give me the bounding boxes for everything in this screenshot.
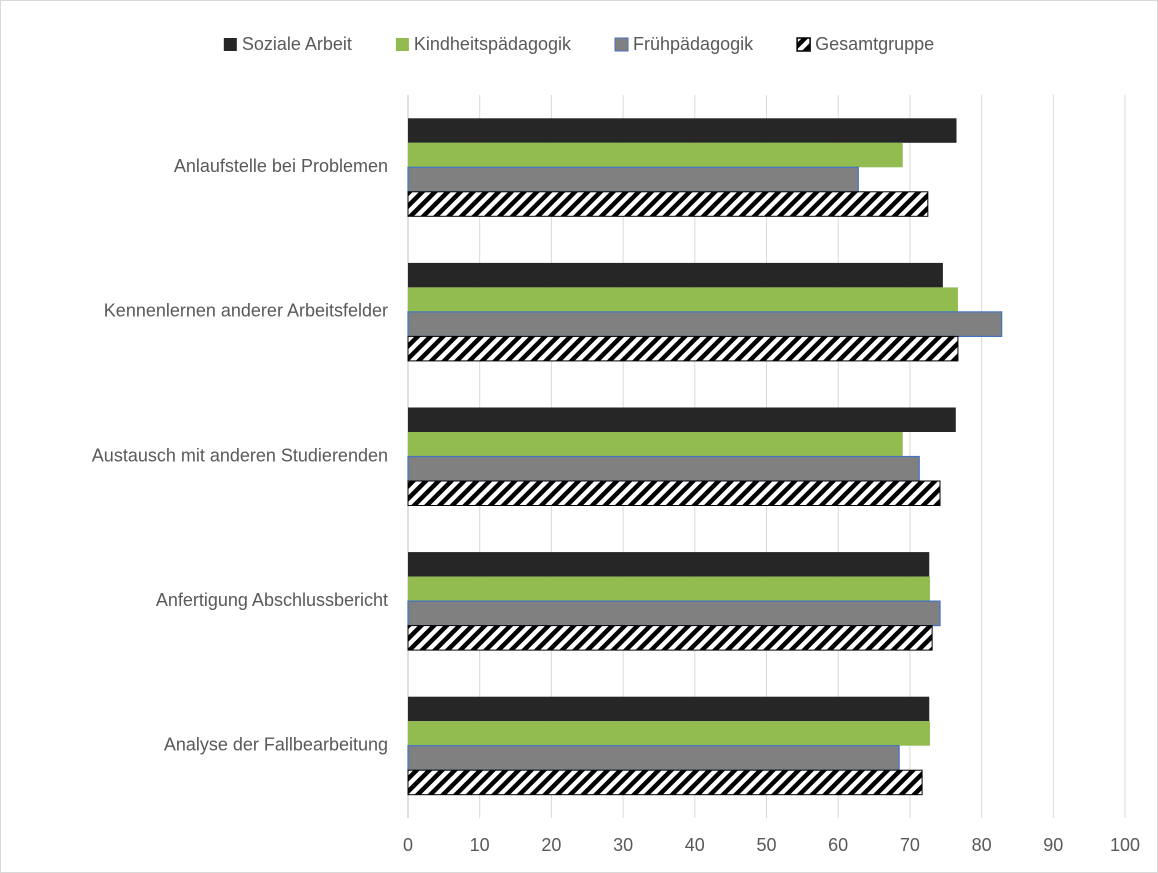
- legend-swatch: [395, 38, 409, 51]
- legend-swatch: [614, 37, 629, 52]
- legend-swatch: [223, 38, 237, 51]
- bar: [407, 769, 923, 796]
- legend-label: Soziale Arbeit: [242, 34, 352, 54]
- y-tick-label: Anlaufstelle bei Problemen: [174, 156, 388, 176]
- bar: [407, 335, 959, 362]
- bar: [408, 696, 930, 722]
- bar: [408, 142, 903, 168]
- x-tick-label: 50: [756, 835, 776, 855]
- bar: [408, 576, 930, 602]
- x-tick-label: 10: [470, 835, 490, 855]
- y-tick-label: Austausch mit anderen Studierenden: [92, 445, 388, 465]
- bar: [407, 311, 1003, 337]
- bar: [407, 600, 941, 627]
- x-tick-label: 30: [613, 835, 633, 855]
- y-tick-label: Kennenlernen anderer Arbeitsfelder: [104, 301, 388, 321]
- x-tick-label: 0: [403, 835, 413, 855]
- bar: [408, 552, 930, 577]
- y-tick-label: Analyse der Fallbearbeitung: [164, 734, 388, 754]
- bar: [407, 480, 941, 506]
- x-tick-label: 20: [541, 835, 561, 855]
- bar: [408, 287, 958, 312]
- bar: [407, 745, 900, 771]
- x-tick-label: 80: [972, 835, 992, 855]
- bar: [408, 118, 957, 143]
- bar: [407, 625, 933, 651]
- x-tick-label: 70: [900, 835, 920, 855]
- legend-label: Frühpädagogik: [633, 34, 754, 54]
- x-tick-label: 100: [1110, 835, 1140, 855]
- bar: [407, 191, 929, 217]
- bar: [408, 432, 903, 457]
- x-tick-label: 40: [685, 835, 705, 855]
- bar: [408, 721, 930, 746]
- legend-label: Kindheitspädagogik: [414, 34, 572, 54]
- y-tick-label: Anfertigung Abschlussbericht: [156, 590, 388, 610]
- x-tick-label: 60: [828, 835, 848, 855]
- bar: [408, 262, 943, 288]
- legend-label: Gesamtgruppe: [815, 34, 934, 54]
- bar: [407, 455, 920, 482]
- x-tick-label: 90: [1043, 835, 1063, 855]
- legend-swatch: [796, 37, 811, 52]
- bar: [407, 166, 859, 193]
- bar: [408, 407, 956, 432]
